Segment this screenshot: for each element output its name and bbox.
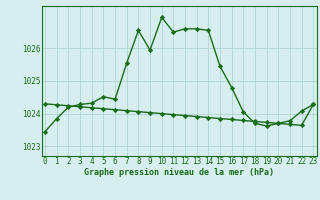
X-axis label: Graphe pression niveau de la mer (hPa): Graphe pression niveau de la mer (hPa)	[84, 168, 274, 177]
